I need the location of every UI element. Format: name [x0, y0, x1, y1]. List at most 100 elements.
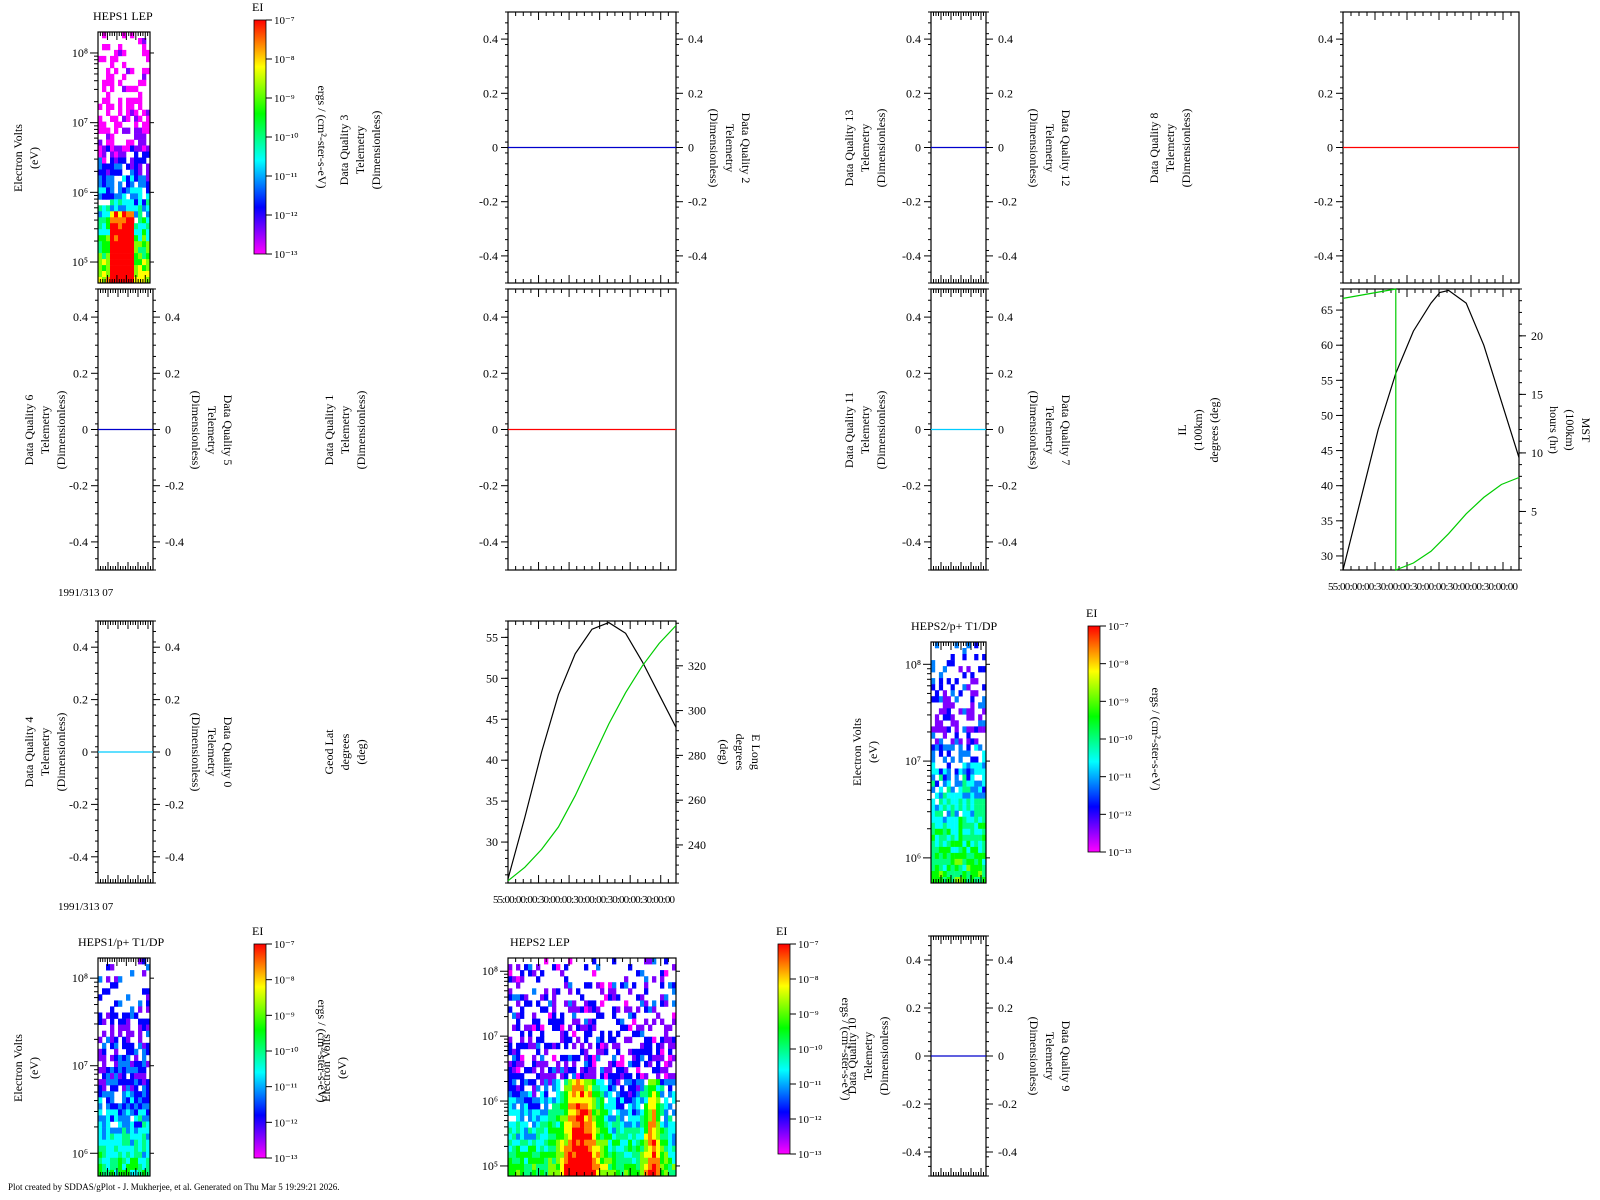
heat-cell: [608, 988, 613, 995]
heat-cell: [524, 1000, 529, 1007]
heat-cell: [524, 1024, 529, 1031]
heat-cell: [126, 97, 131, 104]
heat-cell: [576, 1169, 581, 1177]
heat-cell: [106, 235, 111, 242]
heat-cell: [958, 768, 963, 775]
heat-cell: [982, 846, 987, 854]
heat-cell: [532, 1018, 537, 1025]
heat-cell: [604, 1151, 609, 1159]
heat-cell: [644, 1000, 649, 1007]
heat-cell: [982, 792, 987, 799]
heat-cell: [114, 157, 119, 164]
heat-cell: [142, 1060, 147, 1068]
heat-cell: [588, 1133, 593, 1140]
y-tick-label: 0.4: [165, 640, 180, 654]
heat-cell: [516, 1042, 521, 1050]
heat-cell: [931, 804, 936, 811]
heat-cell: [632, 1163, 637, 1171]
heat-cell: [962, 672, 967, 679]
heat-cell: [110, 1133, 115, 1140]
colorbar-tick-label: 10⁻⁹: [274, 1010, 295, 1022]
heat-cell: [130, 259, 135, 266]
heat-cell: [624, 1157, 629, 1165]
heat-cell: [644, 1127, 649, 1134]
y-tick-label: 0.2: [906, 366, 921, 380]
heat-cell: [110, 1054, 115, 1062]
heat-cell: [982, 696, 987, 703]
heat-cell: [568, 1127, 573, 1134]
heat-cell: [114, 259, 119, 266]
heat-cell: [958, 834, 963, 842]
heat-cell: [106, 1157, 111, 1165]
heat-cell: [528, 964, 533, 971]
heat-cell: [950, 654, 955, 661]
il-yaxis-left: [1336, 288, 1343, 571]
heat-cell: [532, 988, 537, 995]
heat-cell: [524, 1163, 529, 1171]
heat-cell: [130, 163, 135, 170]
heat-cell: [612, 1139, 617, 1147]
heat-cell: [102, 205, 107, 212]
heat-cell: [110, 259, 115, 266]
heat-cell: [142, 1048, 147, 1056]
heat-cell: [126, 127, 131, 134]
heat-cell: [652, 1079, 657, 1086]
heat-cell: [130, 205, 135, 212]
heat-cell: [122, 241, 127, 248]
heat-cell: [612, 1073, 617, 1080]
heat-cell: [126, 1121, 131, 1128]
heat-cell: [596, 1097, 601, 1104]
heat-cell: [656, 1073, 661, 1080]
heat-cell: [146, 49, 151, 57]
heat-cell: [110, 199, 115, 206]
heat-cell: [138, 169, 143, 176]
colorbar-tick-label: 10⁻⁹: [274, 93, 295, 105]
heat-cell: [652, 1115, 657, 1122]
heat-cell: [556, 1127, 561, 1134]
heat-cell: [560, 1036, 565, 1044]
heat-cell: [146, 1030, 151, 1038]
heat-cell: [584, 1169, 589, 1177]
heat-cell: [98, 1121, 103, 1128]
heat-cell: [644, 1097, 649, 1104]
heat-cell: [958, 780, 963, 787]
heat-cell: [660, 994, 665, 1001]
heat-cell: [114, 1000, 119, 1007]
y-tick-label: -0.2: [479, 195, 498, 209]
y-tick-label: 240: [688, 838, 706, 852]
heat-cell: [572, 1163, 577, 1171]
heat-cell: [970, 738, 975, 745]
heat-cell: [632, 1109, 637, 1116]
heat-cell: [540, 1091, 545, 1098]
heps1p-ylabel-right-line: Electron Volts: [319, 1034, 333, 1102]
heat-cell: [636, 1145, 641, 1153]
heat-cell: [580, 1067, 585, 1074]
heat-cell: [946, 786, 951, 793]
heat-cell: [942, 798, 947, 805]
heat-cell: [98, 1157, 103, 1165]
heat-cell: [966, 834, 971, 842]
heat-cell: [134, 145, 139, 152]
heat-cell: [118, 235, 123, 242]
heat-cell: [596, 1036, 601, 1044]
heat-cell: [592, 1079, 597, 1086]
heat-cell: [942, 804, 947, 811]
y-tick-label: -0.4: [688, 249, 707, 263]
heat-cell: [628, 1060, 633, 1068]
heat-cell: [648, 1036, 653, 1044]
dq1-frame-xticks: [507, 289, 677, 570]
heat-cell: [938, 840, 944, 848]
heat-cell: [640, 1042, 645, 1050]
heat-cell: [122, 85, 127, 93]
heat-cell: [576, 1121, 581, 1128]
heat-cell: [102, 145, 107, 152]
heat-cell: [628, 1012, 633, 1019]
heat-cell: [950, 798, 955, 805]
heat-cell: [660, 1000, 665, 1007]
heat-cell: [508, 1091, 513, 1098]
heat-cell: [122, 151, 127, 158]
heat-cell: [592, 1157, 597, 1165]
heat-cell: [142, 265, 147, 272]
heat-cell: [126, 1079, 131, 1086]
